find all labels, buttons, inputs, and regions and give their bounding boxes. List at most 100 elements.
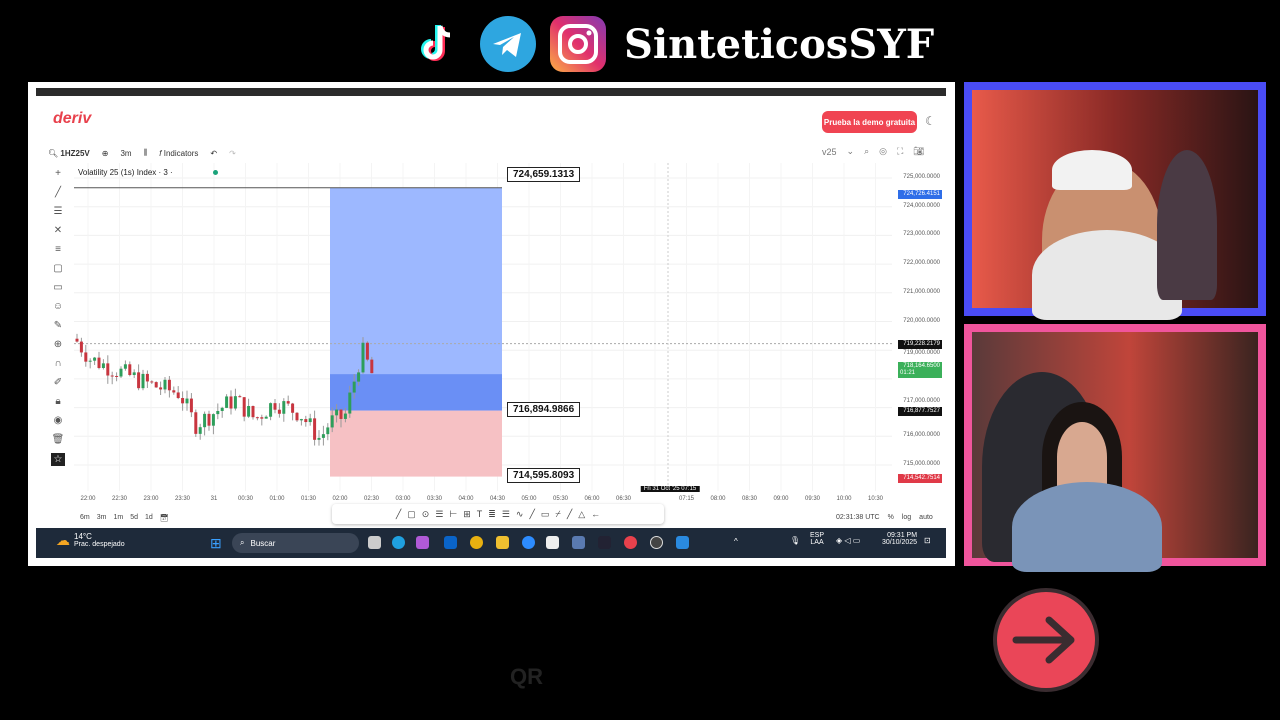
time-tick: 10:00 <box>836 496 852 502</box>
fullscreen-icon[interactable]: ⛶ <box>896 146 904 156</box>
crosshair-icon[interactable]: + <box>55 168 61 179</box>
candle-down <box>75 338 79 342</box>
vscode-icon[interactable] <box>598 536 611 549</box>
next-arrow-button[interactable] <box>993 588 1099 692</box>
pitchfork-icon[interactable]: ✕ <box>53 225 63 236</box>
candle-up <box>326 427 330 435</box>
add-icon[interactable]: ⊕ <box>101 148 109 158</box>
language-indicator[interactable]: ESP LAA <box>810 532 825 546</box>
chart-type-icon[interactable]: ⫼ <box>143 148 148 157</box>
notifications-icon[interactable]: ⊡ <box>924 536 931 545</box>
symbol-search[interactable]: 🔍︎ 1HZ25V <box>48 148 90 158</box>
time-tick: 09:30 <box>804 496 821 502</box>
arrow-tool-icon[interactable]: ← <box>591 509 601 519</box>
top-price-badge: 724,726.4151 <box>898 190 942 200</box>
zoom-icon[interactable]: ⌕ <box>864 146 870 156</box>
tray-chevron-icon[interactable]: ^ <box>734 537 738 546</box>
take-profit-label[interactable]: 724,659.1313 <box>507 167 581 183</box>
grid-tool-icon[interactable]: ⊞ <box>463 508 471 519</box>
indicators-button[interactable]: f Indicators <box>159 148 199 158</box>
windows-start-icon[interactable]: ⊞ <box>210 535 222 551</box>
outlook-icon[interactable] <box>444 536 457 549</box>
file-explorer-icon[interactable] <box>496 536 509 549</box>
obs-icon[interactable] <box>650 536 663 549</box>
taskbar-clock[interactable]: 09:31 PM 30/10/2025 <box>882 532 918 546</box>
timeframe-5d[interactable]: 5d <box>130 514 138 521</box>
calendar-icon[interactable]: 📅︎ <box>159 515 169 522</box>
channel-tool-icon[interactable]: ☰ <box>435 508 444 519</box>
pitchfork-tool-icon[interactable]: ⌿ <box>555 508 561 519</box>
horizontal-lines-icon[interactable]: ☰ <box>53 206 63 217</box>
settings-icon[interactable]: ◎ <box>879 146 887 156</box>
rectangle-icon[interactable]: ▢ <box>53 263 63 274</box>
candle-down <box>251 406 255 418</box>
timeframe-1m[interactable]: 1m <box>113 514 124 521</box>
auto-toggle[interactable]: auto <box>919 514 933 521</box>
chrome-icon[interactable] <box>470 536 483 549</box>
line-tool-icon[interactable]: ╱ <box>395 508 402 519</box>
store-icon[interactable] <box>546 536 559 549</box>
callout-tool-icon[interactable]: ▭ <box>540 508 550 519</box>
eye-icon[interactable]: ◉ <box>53 415 63 426</box>
paint-icon[interactable] <box>676 536 689 549</box>
range-tool-icon[interactable]: ⊢ <box>449 508 458 519</box>
ruler-icon[interactable]: ✎ <box>53 320 63 331</box>
callout-icon[interactable]: ▭ <box>53 282 63 293</box>
candle-up <box>269 403 273 417</box>
stop-loss-label[interactable]: 714,595.8093 <box>507 467 581 483</box>
time-tick: 06:00 <box>584 496 600 502</box>
emoji-icon[interactable]: ☺ <box>52 301 64 312</box>
weather-widget[interactable]: ☁ 14°C Prac. despejado <box>56 532 125 548</box>
deriv-app-icon[interactable] <box>624 536 637 549</box>
trend-line-icon[interactable]: ╱ <box>54 187 62 198</box>
path-tool-icon[interactable]: ∿ <box>515 508 524 519</box>
time-tick: 23:00 <box>143 496 159 502</box>
compare-symbol[interactable]: v25 <box>822 146 837 157</box>
triangle-tool-icon[interactable]: △ <box>578 508 586 519</box>
free-demo-button[interactable]: Prueba la demo gratuita <box>822 111 917 133</box>
pencil-tool-icon[interactable]: ╱ <box>566 508 573 519</box>
interval-selector[interactable]: 3m <box>120 148 132 158</box>
lines-tool-icon[interactable]: ☰ <box>501 508 510 519</box>
lock-icon[interactable]: 🔒︎ <box>55 396 61 407</box>
redo-icon[interactable]: ↷ <box>229 148 236 158</box>
dark-mode-icon[interactable]: ☾ <box>925 114 936 128</box>
price-axis[interactable]: 725,000.0000 724,000.0000 723,000.0000 722,… <box>894 163 944 493</box>
rectangle-tool-icon[interactable]: ▢ <box>407 508 416 519</box>
taskbar-search[interactable]: ⌕ Buscar <box>232 533 359 553</box>
timeframe-1d[interactable]: 1d <box>145 514 153 521</box>
timeframe-6m[interactable]: 6m <box>80 514 90 521</box>
ray-tool-icon[interactable]: ╱ <box>529 508 535 519</box>
magnet-icon[interactable]: ∩ <box>54 358 62 369</box>
task-view-icon[interactable] <box>368 536 381 549</box>
camera-icon[interactable]: 📷︎ <box>913 146 925 156</box>
timeframe-selector: 6m 3m 1m 5d 1d 📅︎ <box>80 514 169 522</box>
chevron-down-icon[interactable]: ⌄ <box>846 146 855 156</box>
candle-down <box>194 412 198 434</box>
candle-down <box>128 364 132 375</box>
timeframe-3m[interactable]: 3m <box>96 514 107 521</box>
zoom-app-icon[interactable] <box>522 536 535 549</box>
time-axis[interactable]: 22:00 22:30 23:00 23:30 31 00:30 01:00 01:30 02:… <box>76 486 936 506</box>
price-chart[interactable] <box>74 163 892 491</box>
trash-icon[interactable]: 🗑︎ <box>51 434 65 445</box>
candle-down <box>84 352 88 362</box>
star-icon[interactable]: ☆ <box>50 453 66 466</box>
copilot-icon[interactable] <box>416 536 429 549</box>
zoom-in-icon[interactable]: ⊕ <box>53 339 63 350</box>
circle-tool-icon[interactable]: ⊙ <box>421 508 430 519</box>
candle-down <box>229 396 233 409</box>
mic-icon[interactable]: 🎙︎ <box>790 536 801 545</box>
text-tool-icon[interactable]: T <box>476 509 483 519</box>
fib-icon[interactable]: ≡ <box>55 244 61 255</box>
time-tick: 22:00 <box>80 496 96 502</box>
edge-icon[interactable] <box>392 536 405 549</box>
log-toggle[interactable]: log <box>901 514 912 521</box>
entry-label[interactable]: 716,894.9866 <box>507 401 581 417</box>
percent-toggle[interactable]: % <box>887 514 894 521</box>
app-icon[interactable] <box>572 536 585 549</box>
undo-icon[interactable]: ↶ <box>210 148 218 158</box>
fib-tool-icon[interactable]: ≣ <box>488 508 496 519</box>
pencil-lock-icon[interactable]: ✐ <box>53 377 63 388</box>
wifi-volume-battery-icons[interactable]: ◈ ◁ ▭ <box>836 536 861 545</box>
